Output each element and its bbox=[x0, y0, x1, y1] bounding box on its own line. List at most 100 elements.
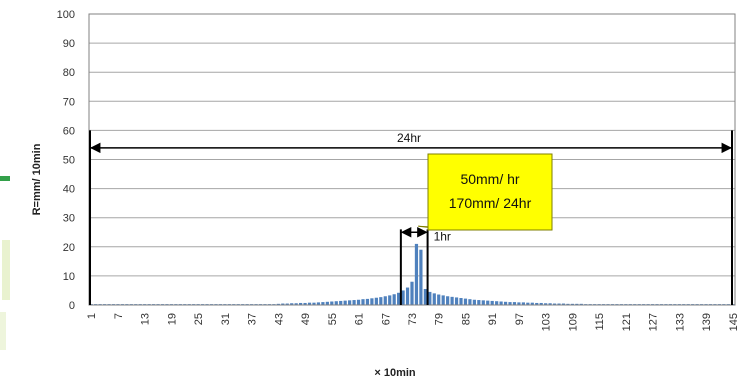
bar-44 bbox=[281, 303, 285, 305]
y-tick-label-70: 70 bbox=[63, 96, 75, 108]
callout-box-rect bbox=[427, 153, 553, 231]
span-24hr-label: 24hr bbox=[397, 131, 421, 145]
y-tick-label-10: 10 bbox=[63, 271, 75, 283]
bar-65 bbox=[374, 297, 378, 305]
y-axis-title: R=mm/ 10min bbox=[31, 143, 43, 215]
bar-48 bbox=[299, 302, 303, 305]
bar-83 bbox=[454, 297, 459, 305]
bar-98 bbox=[521, 302, 525, 305]
x-tick-label-61: 61 bbox=[354, 313, 366, 325]
bar-107 bbox=[561, 303, 566, 305]
y-tick-label-40: 40 bbox=[63, 184, 75, 196]
bar-55 bbox=[330, 301, 334, 305]
x-tick-label-1: 1 bbox=[86, 313, 98, 319]
annotation-1hr-span: 1hr bbox=[399, 227, 451, 305]
bar-78 bbox=[432, 293, 436, 305]
annotation-24hr-span: 24hr bbox=[89, 130, 733, 305]
bar-50 bbox=[307, 302, 312, 305]
bar-76 bbox=[423, 288, 427, 305]
bar-43 bbox=[276, 303, 280, 305]
bar-56 bbox=[334, 301, 338, 305]
bar-96 bbox=[512, 302, 517, 305]
y-tick-label-100: 100 bbox=[57, 9, 75, 21]
x-tick-label-67: 67 bbox=[380, 313, 392, 325]
y-tick-label-0: 0 bbox=[69, 300, 75, 312]
bar-101 bbox=[535, 302, 539, 305]
gridlines bbox=[89, 13, 735, 277]
callout-line-daily: 170mm/ 24hr bbox=[449, 195, 532, 211]
bar-57 bbox=[339, 300, 343, 305]
bar-47 bbox=[294, 303, 298, 305]
bar-82 bbox=[450, 296, 454, 305]
y-tick-label-20: 20 bbox=[63, 242, 75, 254]
bar-52 bbox=[316, 302, 321, 305]
x-tick-label-55: 55 bbox=[327, 313, 339, 325]
x-tick-label-97: 97 bbox=[514, 313, 526, 325]
bar-72 bbox=[405, 287, 410, 305]
bar-45 bbox=[285, 303, 289, 305]
x-tick-label-139: 139 bbox=[701, 313, 713, 331]
bar-77 bbox=[428, 291, 432, 305]
intensity-callout-box: 50mm/ hr 170mm/ 24hr bbox=[418, 153, 553, 231]
bar-104 bbox=[548, 303, 552, 305]
x-tick-label-127: 127 bbox=[648, 313, 660, 331]
bar-110 bbox=[575, 303, 579, 305]
bar-53 bbox=[321, 302, 325, 305]
y-axis-ticks: 0 10 20 30 40 50 60 70 80 90 100 bbox=[57, 9, 75, 312]
x-axis-ticks: 1 7 13 19 25 31 37 43 49 55 61 67 73 79 85 91 97 103 109 11… bbox=[86, 313, 740, 331]
bar-69 bbox=[392, 294, 396, 305]
bar-88 bbox=[477, 300, 481, 305]
bar-90 bbox=[486, 300, 490, 305]
bar-95 bbox=[508, 302, 512, 305]
bar-93 bbox=[499, 301, 503, 305]
bar-97 bbox=[517, 302, 521, 305]
bar-series bbox=[89, 243, 735, 305]
bar-64 bbox=[370, 298, 374, 305]
x-tick-label-43: 43 bbox=[273, 313, 285, 325]
bar-87 bbox=[472, 299, 476, 305]
bar-60 bbox=[352, 300, 356, 305]
x-tick-label-109: 109 bbox=[567, 313, 579, 331]
bar-49 bbox=[303, 302, 307, 305]
bar-105 bbox=[552, 303, 557, 305]
bar-85 bbox=[463, 298, 468, 305]
x-tick-label-7: 7 bbox=[113, 313, 125, 319]
bar-71 bbox=[401, 290, 405, 305]
callout-line-hourly: 50mm/ hr bbox=[460, 171, 519, 187]
bar-61 bbox=[356, 299, 361, 305]
x-tick-label-115: 115 bbox=[594, 313, 606, 331]
y-tick-label-90: 90 bbox=[63, 38, 75, 50]
bar-63 bbox=[365, 298, 370, 305]
y-tick-label-60: 60 bbox=[63, 125, 75, 137]
bar-74 bbox=[414, 243, 419, 305]
bar-79 bbox=[437, 294, 441, 305]
y-tick-label-50: 50 bbox=[63, 155, 75, 167]
bar-109 bbox=[570, 303, 574, 305]
bar-75 bbox=[419, 249, 423, 305]
bar-58 bbox=[343, 300, 347, 305]
x-tick-label-49: 49 bbox=[300, 313, 312, 325]
x-axis-title: × 10min bbox=[374, 367, 416, 379]
bar-81 bbox=[446, 296, 450, 305]
x-tick-label-91: 91 bbox=[487, 313, 499, 325]
x-tick-label-31: 31 bbox=[220, 313, 232, 325]
bar-62 bbox=[361, 299, 365, 305]
bar-106 bbox=[557, 303, 561, 305]
bar-94 bbox=[503, 301, 508, 305]
bar-46 bbox=[290, 303, 294, 305]
bar-51 bbox=[312, 302, 316, 305]
bar-80 bbox=[441, 295, 445, 305]
bar-54 bbox=[325, 301, 329, 305]
bar-92 bbox=[495, 301, 499, 305]
bar-67 bbox=[383, 296, 387, 305]
bar-66 bbox=[379, 297, 383, 305]
bar-70 bbox=[397, 292, 401, 305]
bar-68 bbox=[388, 295, 392, 305]
y-tick-label-30: 30 bbox=[63, 213, 75, 225]
x-tick-label-79: 79 bbox=[434, 313, 446, 325]
x-tick-label-19: 19 bbox=[166, 313, 178, 325]
span-1hr-label: 1hr bbox=[434, 229, 451, 243]
y-tick-label-80: 80 bbox=[63, 67, 75, 79]
x-tick-label-121: 121 bbox=[621, 313, 633, 331]
